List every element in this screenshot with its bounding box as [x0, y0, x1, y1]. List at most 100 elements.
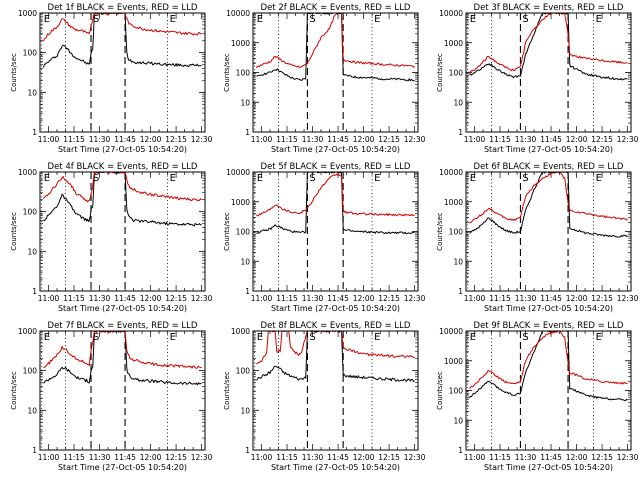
- series-group: [468, 331, 628, 402]
- y-tick-label: 10: [453, 257, 463, 266]
- x-tick-label: 11:15: [489, 135, 511, 144]
- y-axis-label: Counts/sec: [223, 212, 231, 251]
- x-axis-label: Start Time (27-Oct-05 10:54:20): [271, 304, 400, 313]
- x-tick-label: 12:00: [566, 135, 588, 144]
- series-group: [256, 172, 415, 235]
- marker-label: E: [44, 14, 50, 25]
- marker-label: S: [93, 332, 99, 343]
- panel-title: Det 9f BLACK = Events, RED = LLD: [474, 321, 624, 331]
- y-tick-label: 1000: [18, 327, 37, 336]
- plot-frame: [252, 171, 419, 292]
- y-tick-label: 1000: [231, 39, 250, 48]
- y-tick-label: 10000: [439, 9, 463, 18]
- y-tick-label: 100: [236, 367, 251, 376]
- y-tick-label: 10: [27, 406, 37, 415]
- x-tick-label: 12:00: [566, 294, 588, 303]
- y-tick-label: 10000: [226, 168, 250, 177]
- series-group: [255, 13, 415, 82]
- y-axis-label: Counts/sec: [10, 53, 18, 92]
- marker-label: E: [470, 14, 476, 25]
- lld-series-line: [469, 172, 628, 224]
- x-tick-label: 11:30: [302, 135, 324, 144]
- marker-label: S: [309, 173, 315, 184]
- y-tick-label: 1: [458, 128, 463, 137]
- x-tick-label: 12:00: [566, 453, 588, 462]
- panel-det-7: Det 7f BLACK = Events, RED = LLD 1 10 100 10…: [10, 321, 213, 472]
- y-tick-label: 1: [458, 287, 463, 296]
- y-tick-label: 10000: [226, 9, 250, 18]
- y-tick-label: 1000: [231, 327, 250, 336]
- y-tick-label: 10: [453, 416, 463, 425]
- events-series-line: [256, 13, 415, 82]
- x-tick-label: 12:30: [191, 294, 213, 303]
- marker-label: S: [309, 14, 315, 25]
- y-tick-label: 1000: [18, 168, 37, 177]
- panel-det-2: Det 2f BLACK = Events, RED = LLD 1 10 100 10…: [223, 3, 426, 154]
- x-tick-label: 11:15: [276, 453, 298, 462]
- y-tick-label: 10: [240, 406, 250, 415]
- series-group: [469, 172, 628, 238]
- panel-det-6: Det 6f BLACK = Events, RED = LLD 1 10 100 10…: [436, 162, 639, 313]
- marker-label: E: [44, 173, 50, 184]
- y-tick-label: 1000: [18, 9, 37, 18]
- x-tick-label: 11:15: [276, 135, 298, 144]
- panel-title: Det 5f BLACK = Events, RED = LLD: [261, 162, 411, 172]
- x-tick-label: 11:30: [89, 135, 111, 144]
- y-axis-label: Counts/sec: [436, 371, 444, 410]
- x-tick-label: 12:30: [617, 294, 639, 303]
- y-tick-label: 1: [32, 128, 37, 137]
- panel-det-9: Det 9f BLACK = Events, RED = LLD 1 10 100 10…: [436, 321, 639, 472]
- lld-series-line: [43, 331, 202, 369]
- series-group: [42, 13, 202, 68]
- x-tick-label: 11:45: [327, 294, 349, 303]
- plot-frame: [39, 12, 206, 133]
- x-tick-label: 12:30: [404, 294, 426, 303]
- x-tick-label: 12:15: [165, 453, 187, 462]
- x-tick-label: 12:15: [591, 294, 613, 303]
- x-tick-label: 11:00: [38, 453, 60, 462]
- lld-series-line: [256, 331, 415, 365]
- plot-frame: [465, 12, 632, 133]
- y-tick-label: 100: [23, 208, 38, 217]
- x-tick-label: 12:00: [353, 294, 375, 303]
- x-tick-label: 11:30: [89, 453, 111, 462]
- x-tick-label: 11:30: [515, 453, 537, 462]
- lld-series-line: [43, 172, 202, 203]
- y-tick-label: 10: [27, 88, 37, 97]
- marker-label: E: [470, 332, 476, 343]
- x-tick-label: 11:45: [540, 294, 562, 303]
- panel-title: Det 3f BLACK = Events, RED = LLD: [474, 3, 624, 13]
- x-tick-label: 12:00: [140, 453, 162, 462]
- marker-label: E: [374, 173, 380, 184]
- events-series-line: [256, 172, 415, 235]
- x-tick-label: 11:00: [251, 453, 273, 462]
- x-tick-label: 12:30: [404, 135, 426, 144]
- panel-title: Det 7f BLACK = Events, RED = LLD: [48, 321, 198, 331]
- panel-title: Det 6f BLACK = Events, RED = LLD: [474, 162, 624, 172]
- x-tick-label: 11:30: [515, 135, 537, 144]
- panel-det-3: Det 3f BLACK = Events, RED = LLD 1 10 100 10…: [436, 3, 639, 154]
- lld-series-line: [469, 331, 628, 390]
- x-tick-label: 11:30: [302, 453, 324, 462]
- x-tick-label: 12:15: [165, 135, 187, 144]
- y-tick-label: 1000: [231, 198, 250, 207]
- lld-series-line: [42, 13, 202, 42]
- y-axis-label: Counts/sec: [223, 371, 231, 410]
- panel-det-5: Det 5f BLACK = Events, RED = LLD 1 10 100 10…: [223, 162, 426, 313]
- marker-label: E: [374, 332, 380, 343]
- y-tick-label: 10000: [439, 168, 463, 177]
- plot-frame: [465, 330, 632, 451]
- panel-det-8: Det 8f BLACK = Events, RED = LLD 1 10 100 10…: [223, 321, 426, 472]
- x-tick-label: 11:15: [63, 453, 85, 462]
- x-tick-label: 11:00: [464, 453, 486, 462]
- x-tick-label: 11:15: [276, 294, 298, 303]
- panel-det-4: Det 4f BLACK = Events, RED = LLD 1 10 100 10…: [10, 162, 213, 313]
- x-axis-label: Start Time (27-Oct-05 10:54:20): [484, 463, 613, 472]
- y-axis-label: Counts/sec: [10, 212, 18, 251]
- y-tick-label: 1: [458, 446, 463, 455]
- x-tick-label: 12:00: [140, 135, 162, 144]
- y-tick-label: 10: [240, 257, 250, 266]
- x-tick-label: 12:15: [165, 294, 187, 303]
- y-tick-label: 1: [32, 287, 37, 296]
